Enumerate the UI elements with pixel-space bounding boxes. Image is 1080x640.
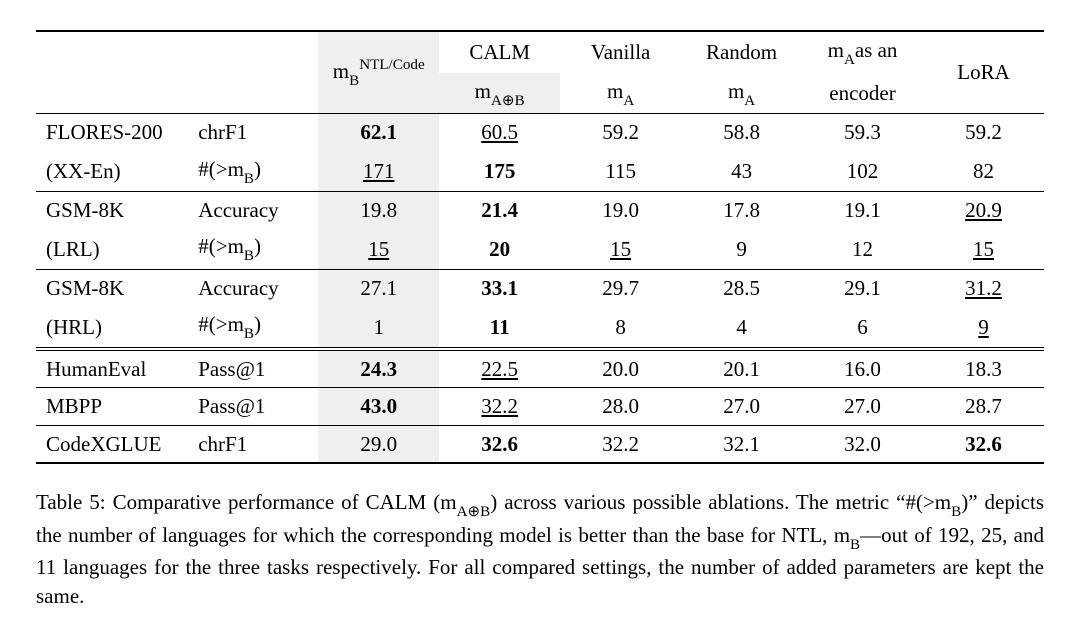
value-cell: 32.1	[681, 425, 802, 463]
header-row-2: mA⊕B mA mA encoder	[36, 73, 1044, 114]
value-cell: 32.0	[802, 425, 923, 463]
value-cell: 15	[560, 228, 681, 269]
value-cell: 20.9	[923, 192, 1044, 229]
table-row: (XX-En)#(>mB)1711751154310282	[36, 151, 1044, 192]
col-calm-2: mA⊕B	[439, 73, 560, 114]
metric-name: Accuracy	[192, 192, 318, 229]
dataset-name: (HRL)	[36, 306, 192, 347]
value-cell: 6	[802, 306, 923, 347]
value-cell: 171	[318, 151, 439, 192]
col-random-1: Random	[681, 31, 802, 73]
value-cell: 32.2	[439, 388, 560, 425]
value-cell: 62.1	[318, 114, 439, 151]
table-row: (HRL)#(>mB)1118469	[36, 306, 1044, 347]
col-vanilla-1: Vanilla	[560, 31, 681, 73]
value-cell: 19.8	[318, 192, 439, 229]
value-cell: 11	[439, 306, 560, 347]
col-lora: LoRA	[923, 31, 1044, 114]
dataset-name: GSM-8K	[36, 192, 192, 229]
value-cell: 15	[923, 228, 1044, 269]
value-cell: 1	[318, 306, 439, 347]
value-cell: 115	[560, 151, 681, 192]
table-row: (LRL)#(>mB)15201591215	[36, 228, 1044, 269]
value-cell: 24.3	[318, 351, 439, 388]
value-cell: 59.3	[802, 114, 923, 151]
table-row: FLORES-200chrF162.160.559.258.859.359.2	[36, 114, 1044, 151]
metric-name: Pass@1	[192, 351, 318, 388]
value-cell: 16.0	[802, 351, 923, 388]
value-cell: 28.7	[923, 388, 1044, 425]
table-row: CodeXGLUEchrF129.032.632.232.132.032.6	[36, 425, 1044, 463]
value-cell: 20	[439, 228, 560, 269]
value-cell: 60.5	[439, 114, 560, 151]
metric-name: #(>mB)	[192, 306, 318, 347]
table-row: GSM-8KAccuracy27.133.129.728.529.131.2	[36, 270, 1044, 307]
value-cell: 29.7	[560, 270, 681, 307]
results-table: mBNTL/Code CALM Vanilla Random mAas an L…	[36, 30, 1044, 464]
header-row-1: mBNTL/Code CALM Vanilla Random mAas an L…	[36, 31, 1044, 73]
dataset-name: MBPP	[36, 388, 192, 425]
metric-name: #(>mB)	[192, 151, 318, 192]
value-cell: 32.6	[439, 425, 560, 463]
value-cell: 102	[802, 151, 923, 192]
table-row: MBPPPass@143.032.228.027.027.028.7	[36, 388, 1044, 425]
col-random-2: mA	[681, 73, 802, 114]
value-cell: 17.8	[681, 192, 802, 229]
value-cell: 19.0	[560, 192, 681, 229]
value-cell: 32.2	[560, 425, 681, 463]
value-cell: 19.1	[802, 192, 923, 229]
value-cell: 9	[923, 306, 1044, 347]
table-row: GSM-8KAccuracy19.821.419.017.819.120.9	[36, 192, 1044, 229]
value-cell: 31.2	[923, 270, 1044, 307]
value-cell: 32.6	[923, 425, 1044, 463]
metric-name: Accuracy	[192, 270, 318, 307]
value-cell: 20.1	[681, 351, 802, 388]
value-cell: 18.3	[923, 351, 1044, 388]
value-cell: 15	[318, 228, 439, 269]
dataset-name: FLORES-200	[36, 114, 192, 151]
value-cell: 43.0	[318, 388, 439, 425]
value-cell: 175	[439, 151, 560, 192]
metric-name: #(>mB)	[192, 228, 318, 269]
value-cell: 27.0	[681, 388, 802, 425]
value-cell: 82	[923, 151, 1044, 192]
value-cell: 22.5	[439, 351, 560, 388]
dataset-name: CodeXGLUE	[36, 425, 192, 463]
metric-name: chrF1	[192, 114, 318, 151]
table-caption: Table 5: Comparative performance of CALM…	[36, 488, 1044, 610]
value-cell: 20.0	[560, 351, 681, 388]
value-cell: 4	[681, 306, 802, 347]
value-cell: 27.0	[802, 388, 923, 425]
value-cell: 28.0	[560, 388, 681, 425]
col-mb: mBNTL/Code	[318, 31, 439, 114]
metric-name: chrF1	[192, 425, 318, 463]
value-cell: 59.2	[560, 114, 681, 151]
col-vanilla-2: mA	[560, 73, 681, 114]
value-cell: 27.1	[318, 270, 439, 307]
dataset-name: (LRL)	[36, 228, 192, 269]
metric-name: Pass@1	[192, 388, 318, 425]
value-cell: 33.1	[439, 270, 560, 307]
value-cell: 12	[802, 228, 923, 269]
col-enc-2: encoder	[802, 73, 923, 114]
value-cell: 43	[681, 151, 802, 192]
value-cell: 59.2	[923, 114, 1044, 151]
col-enc-1: mAas an	[802, 31, 923, 73]
value-cell: 9	[681, 228, 802, 269]
col-calm-1: CALM	[439, 31, 560, 73]
dataset-name: GSM-8K	[36, 270, 192, 307]
value-cell: 29.0	[318, 425, 439, 463]
value-cell: 21.4	[439, 192, 560, 229]
dataset-name: (XX-En)	[36, 151, 192, 192]
table-row: HumanEvalPass@124.322.520.020.116.018.3	[36, 351, 1044, 388]
value-cell: 58.8	[681, 114, 802, 151]
value-cell: 28.5	[681, 270, 802, 307]
value-cell: 29.1	[802, 270, 923, 307]
dataset-name: HumanEval	[36, 351, 192, 388]
value-cell: 8	[560, 306, 681, 347]
